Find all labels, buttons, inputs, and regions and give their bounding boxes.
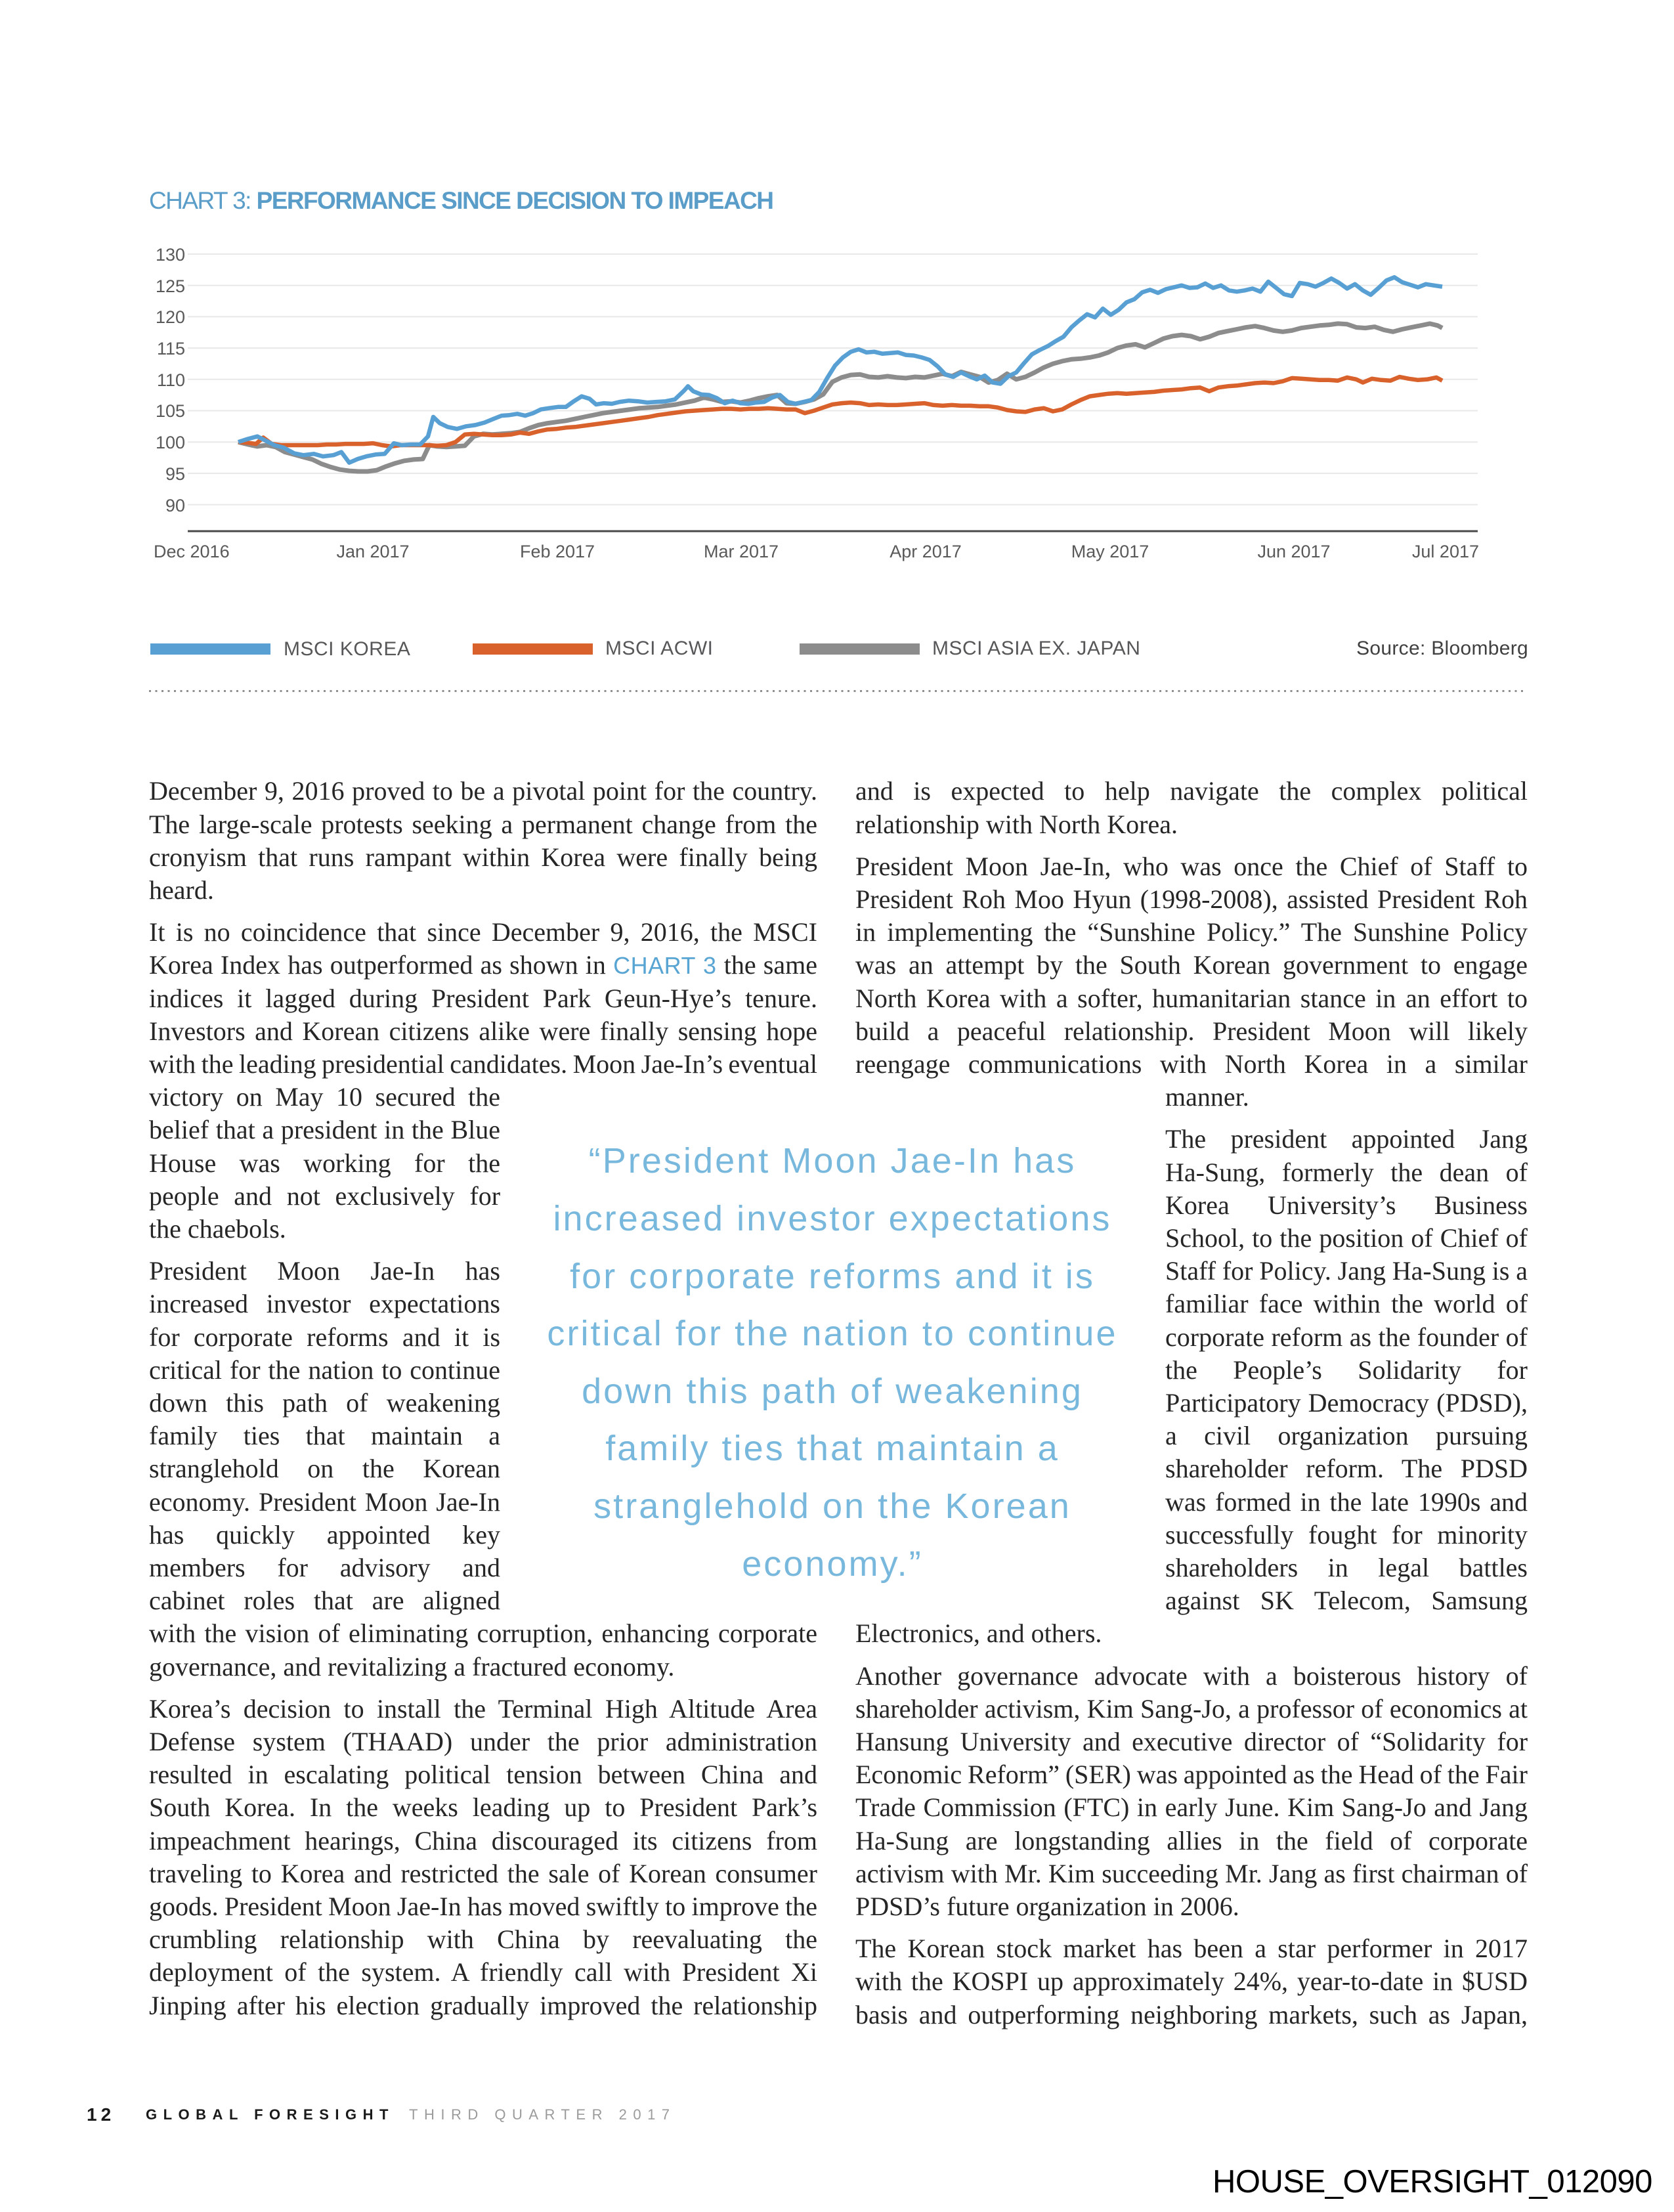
svg-text:100: 100 xyxy=(156,433,185,452)
svg-text:105: 105 xyxy=(156,401,185,421)
svg-text:Apr 2017: Apr 2017 xyxy=(890,542,962,561)
svg-text:130: 130 xyxy=(156,245,185,265)
svg-text:125: 125 xyxy=(156,276,185,296)
svg-text:May 2017: May 2017 xyxy=(1071,542,1149,561)
svg-text:Feb 2017: Feb 2017 xyxy=(520,542,595,561)
svg-text:90: 90 xyxy=(165,496,185,515)
svg-text:115: 115 xyxy=(157,339,185,358)
svg-text:Jul 2017: Jul 2017 xyxy=(1412,542,1479,561)
svg-text:Dec 2016: Dec 2016 xyxy=(154,542,230,561)
svg-text:110: 110 xyxy=(157,370,185,390)
svg-text:Jun 2017: Jun 2017 xyxy=(1257,542,1330,561)
svg-text:Mar 2017: Mar 2017 xyxy=(704,542,779,561)
svg-text:Jan 2017: Jan 2017 xyxy=(336,542,409,561)
svg-text:95: 95 xyxy=(165,464,185,484)
svg-text:120: 120 xyxy=(156,307,185,327)
